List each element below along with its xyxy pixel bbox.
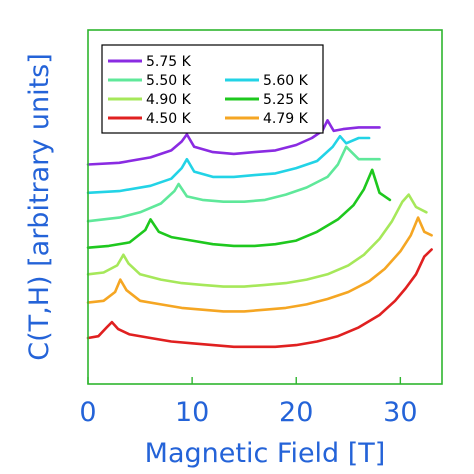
x-tick-label: 0 bbox=[79, 397, 96, 428]
series-line-5-60-k bbox=[86, 134, 371, 195]
legend-label: 4.90 K bbox=[146, 92, 192, 108]
series-line-5-50-k bbox=[86, 145, 381, 223]
series-line-5-25-k bbox=[86, 168, 392, 249]
y-axis-label: C(T,H) [arbitrary units] bbox=[24, 53, 55, 361]
series-line-5-75-k bbox=[86, 119, 381, 166]
x-axis-ticks bbox=[87, 377, 402, 384]
series-traces bbox=[86, 119, 433, 349]
legend-label: 5.75 K bbox=[146, 54, 192, 70]
legend-label: 5.60 K bbox=[263, 73, 309, 89]
series-line-4-90-k bbox=[86, 193, 428, 288]
x-axis-tick-labels: 0 10 20 30 bbox=[79, 397, 417, 428]
legend: 5.75 K 5.60 K 5.50 K 5.25 K 4.90 K 4.79 K 4.50… bbox=[101, 44, 324, 134]
legend-label: 5.50 K bbox=[146, 73, 192, 89]
series-line-4-50-k bbox=[86, 248, 433, 349]
plot-frame bbox=[87, 29, 443, 385]
x-tick-label: 30 bbox=[383, 397, 417, 428]
legend-label: 4.79 K bbox=[263, 111, 309, 127]
legend-label: 4.50 K bbox=[146, 111, 192, 127]
x-axis-label: Magnetic Field [T] bbox=[145, 438, 386, 469]
legend-label: 5.25 K bbox=[263, 92, 309, 108]
x-tick-label: 20 bbox=[279, 397, 313, 428]
x-tick-label: 10 bbox=[175, 397, 209, 428]
series-line-4-79-k bbox=[86, 216, 433, 313]
